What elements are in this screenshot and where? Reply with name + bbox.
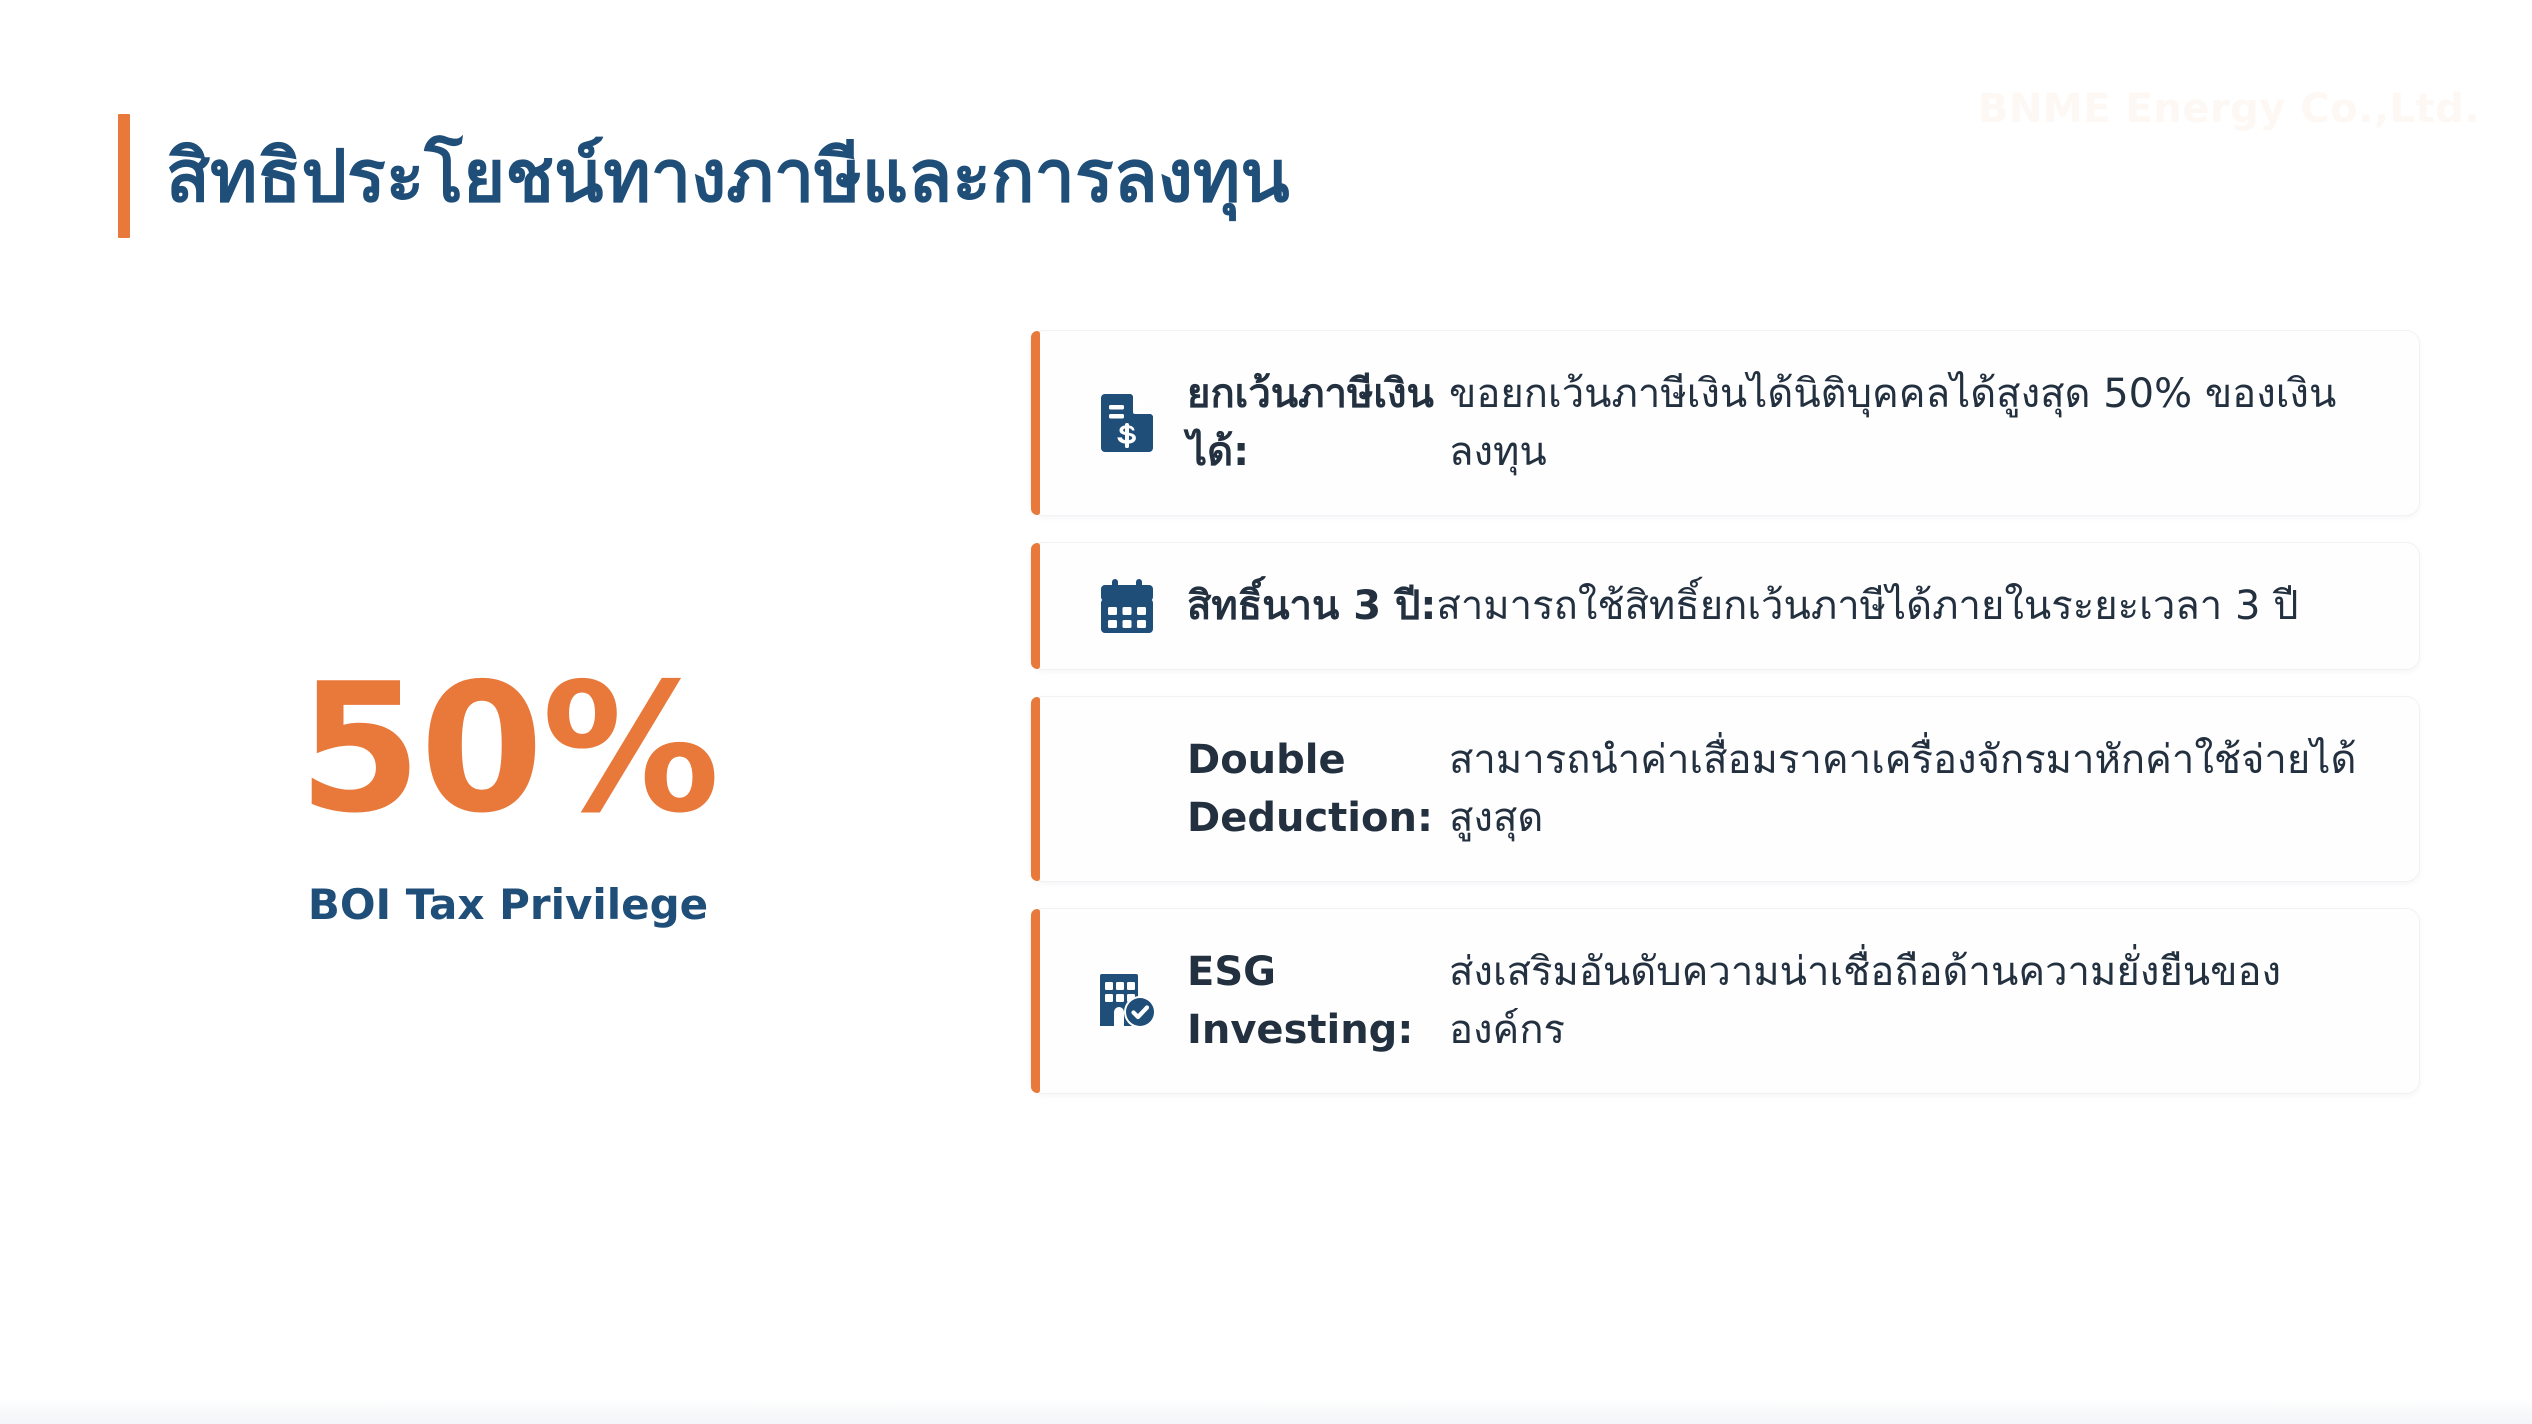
card-label: ESG Investing:: [1187, 949, 1414, 1053]
card-accent-bar: [1031, 909, 1040, 1093]
page-title-text: สิทธิประโยชน์ทางภาษีและการลงทุน: [166, 133, 1290, 218]
card-text: ESG Investing: ส่งเสริมอันดับความน่าเชื่…: [1187, 943, 2379, 1059]
benefit-card-three-year-period[interactable]: สิทธิ์นาน 3 ปี: สามารถใช้สิทธิ์ยกเว้นภาษ…: [1030, 542, 2420, 670]
benefit-card-tax-exemption[interactable]: ยกเว้นภาษีเงินได้: ขอยกเว้นภาษีเงินได้นิ…: [1030, 330, 2420, 516]
card-description: ส่งเสริมอันดับความน่าเชื่อถือด้านความยั่…: [1449, 949, 2282, 1053]
benefit-card-esg-investing[interactable]: ESG Investing: ส่งเสริมอันดับความน่าเชื่…: [1030, 908, 2420, 1094]
card-label: ยกเว้นภาษีเงินได้:: [1187, 371, 1434, 475]
benefit-card-list: ยกเว้นภาษีเงินได้: ขอยกเว้นภาษีเงินได้นิ…: [1030, 330, 2420, 1094]
title-accent-bar: [118, 114, 130, 238]
bottom-band: [0, 1398, 2532, 1424]
card-text: สิทธิ์นาน 3 ปี: สามารถใช้สิทธิ์ยกเว้นภาษ…: [1187, 577, 2379, 635]
building-check-icon: [1089, 974, 1165, 1028]
benefit-card-double-deduction[interactable]: Double Deduction: สามารถนำค่าเสื่อมราคาเ…: [1030, 696, 2420, 882]
stat-caption: BOI Tax Privilege: [307, 880, 709, 929]
card-label: สิทธิ์นาน 3 ปี:: [1187, 583, 1437, 629]
calendar-icon: [1089, 579, 1165, 633]
card-text: Double Deduction: สามารถนำค่าเสื่อมราคาเ…: [1187, 731, 2379, 847]
card-text: ยกเว้นภาษีเงินได้: ขอยกเว้นภาษีเงินได้นิ…: [1187, 365, 2379, 481]
page-title: สิทธิประโยชน์ทางภาษีและการลงทุน: [118, 112, 1290, 240]
stat-highlight: 50% BOI Tax Privilege: [188, 660, 828, 930]
card-description: ขอยกเว้นภาษีเงินได้นิติบุคคลได้สูงสุด 50…: [1449, 371, 2337, 475]
card-accent-bar: [1031, 331, 1040, 515]
card-label: Double Deduction:: [1187, 737, 1433, 841]
card-description: สามารถนำค่าเสื่อมราคาเครื่องจักรมาหักค่า…: [1449, 737, 2357, 841]
card-accent-bar: [1031, 543, 1040, 669]
card-accent-bar: [1031, 697, 1040, 881]
stat-value: 50%: [297, 645, 720, 852]
company-watermark: BNME Energy Co.,Ltd.: [1978, 86, 2480, 132]
document-dollar-icon: [1089, 394, 1165, 452]
card-description: สามารถใช้สิทธิ์ยกเว้นภาษีได้ภายในระยะเวล…: [1436, 583, 2299, 629]
